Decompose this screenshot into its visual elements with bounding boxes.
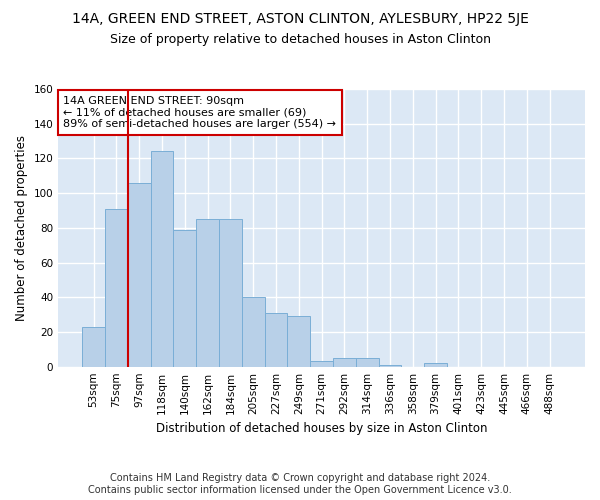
Bar bbox=[356, 358, 379, 366]
Bar bbox=[105, 208, 128, 366]
Bar bbox=[287, 316, 310, 366]
Bar bbox=[242, 298, 265, 366]
Bar bbox=[310, 362, 333, 366]
Bar bbox=[379, 365, 401, 366]
Text: Contains HM Land Registry data © Crown copyright and database right 2024.
Contai: Contains HM Land Registry data © Crown c… bbox=[88, 474, 512, 495]
Bar bbox=[196, 219, 219, 366]
Y-axis label: Number of detached properties: Number of detached properties bbox=[15, 135, 28, 321]
Bar bbox=[82, 327, 105, 366]
Bar bbox=[333, 358, 356, 366]
Text: 14A GREEN END STREET: 90sqm
← 11% of detached houses are smaller (69)
89% of sem: 14A GREEN END STREET: 90sqm ← 11% of det… bbox=[64, 96, 337, 129]
Bar bbox=[151, 152, 173, 366]
Bar bbox=[219, 219, 242, 366]
X-axis label: Distribution of detached houses by size in Aston Clinton: Distribution of detached houses by size … bbox=[156, 422, 487, 435]
Bar bbox=[173, 230, 196, 366]
Text: Size of property relative to detached houses in Aston Clinton: Size of property relative to detached ho… bbox=[110, 32, 491, 46]
Text: 14A, GREEN END STREET, ASTON CLINTON, AYLESBURY, HP22 5JE: 14A, GREEN END STREET, ASTON CLINTON, AY… bbox=[71, 12, 529, 26]
Bar bbox=[128, 182, 151, 366]
Bar bbox=[265, 313, 287, 366]
Bar bbox=[424, 363, 447, 366]
